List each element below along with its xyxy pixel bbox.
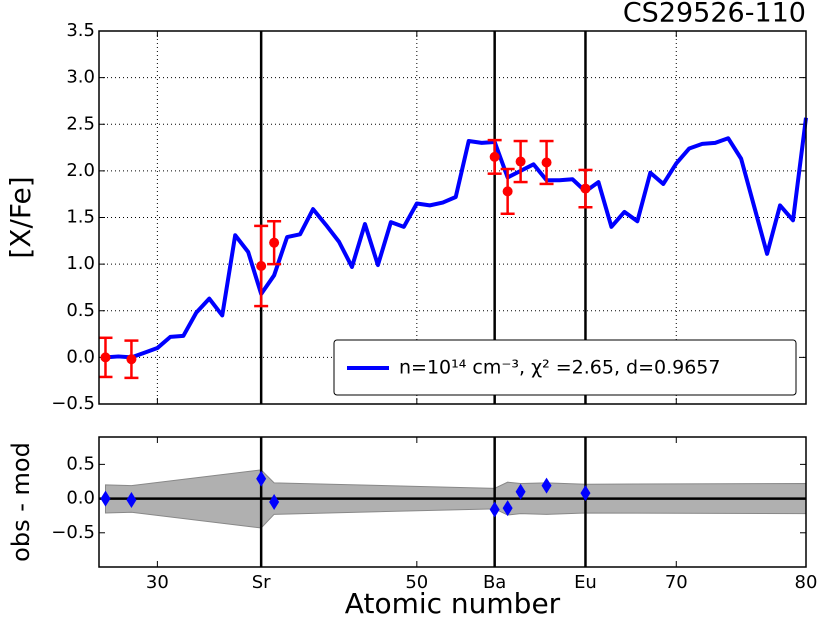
y-tick-label: 0.0 [66, 488, 95, 509]
data-point [541, 157, 552, 168]
residual-marker [126, 491, 137, 508]
x-tick-label: Ba [483, 572, 506, 593]
chart-title: CS29526-110 [623, 0, 806, 29]
x-tick-label: 70 [665, 572, 688, 593]
y-tick-label: 0.5 [66, 453, 95, 474]
y-tick-label: −0.5 [51, 393, 95, 414]
y-tick-label: 2.0 [66, 160, 95, 181]
residual-marker [256, 470, 267, 487]
y-tick-label: 1.5 [66, 207, 95, 228]
x-tick-label: Eu [574, 572, 597, 593]
plot-frame [98, 436, 807, 568]
y-axis-label: [X/Fe] [4, 176, 37, 258]
residual-marker [580, 485, 591, 502]
legend-label: n=10¹⁴ cm⁻³, χ² =2.65, d=0.9657 [399, 357, 721, 379]
data-point [256, 260, 267, 271]
x-axis-label: Atomic number [345, 587, 561, 620]
data-point [100, 352, 111, 363]
data-point [489, 151, 500, 162]
x-tick-label: Sr [252, 572, 271, 593]
data-point [502, 186, 513, 197]
x-tick-label: 50 [405, 572, 428, 593]
y-tick-label: 3.0 [66, 67, 95, 88]
plot-frame [98, 30, 807, 405]
y-tick-label: 0.0 [66, 346, 95, 367]
data-point [269, 237, 280, 248]
model-line [105, 117, 808, 360]
residual-marker [515, 483, 526, 500]
residual-marker [541, 477, 552, 494]
data-point [580, 183, 591, 194]
y-axis-label: obs - mod [7, 442, 35, 562]
y-tick-label: −0.5 [51, 522, 95, 543]
residual-marker [100, 490, 111, 507]
y-tick-label: 3.5 [66, 20, 95, 41]
y-tick-label: 1.0 [66, 253, 95, 274]
data-point [515, 156, 526, 167]
x-tick-label: 30 [146, 572, 169, 593]
data-point [126, 354, 137, 365]
residual-marker [269, 494, 280, 510]
y-tick-label: 0.5 [66, 300, 95, 321]
x-tick-label: 80 [795, 572, 818, 593]
residual-marker [489, 501, 500, 518]
legend-box [333, 339, 797, 396]
residual-marker [502, 500, 513, 517]
y-tick-label: 2.5 [66, 113, 95, 134]
